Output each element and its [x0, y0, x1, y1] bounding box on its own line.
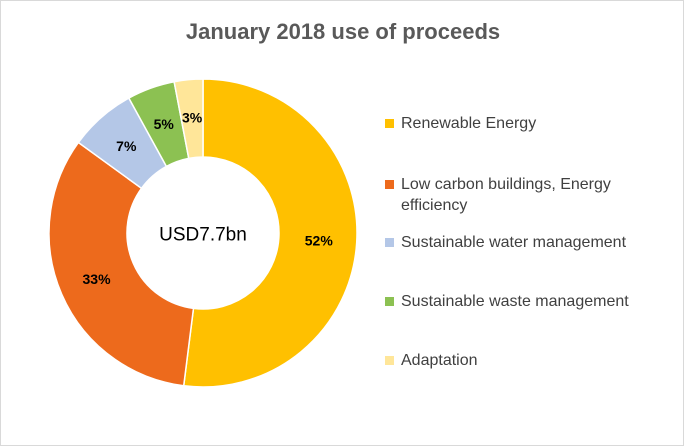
data-label-water-management: 7%: [116, 138, 137, 154]
legend-item-adaptation: Adaptation: [385, 350, 675, 371]
legend-swatch: [385, 180, 394, 189]
data-label-renewable-energy: 52%: [305, 232, 334, 248]
legend-item-waste-management: Sustainable waste management: [385, 291, 675, 312]
chart-title: January 2018 use of proceeds: [185, 19, 501, 44]
data-label-waste-management: 5%: [154, 116, 175, 132]
center-label: USD7.7bn: [159, 225, 247, 246]
legend-label: Sustainable waste management: [401, 293, 629, 310]
legend-label: Low carbon buildings, Energy efficiency: [401, 176, 611, 214]
slice-adaptation: [173, 78, 204, 160]
legend-label: Adaptation: [401, 352, 478, 369]
legend-swatch: [385, 119, 394, 128]
data-label-adaptation: 3%: [182, 110, 203, 126]
legend-swatch: [385, 356, 394, 365]
legend-label: Sustainable water management: [401, 234, 627, 251]
legend-item-water-management: Sustainable water management: [385, 232, 675, 253]
slice-renewable-energy: [182, 78, 358, 388]
data-label-low-carbon-buildings: 33%: [83, 271, 112, 287]
legend-label: Renewable Energy: [401, 115, 537, 132]
slice-low-carbon-buildings: [48, 141, 195, 387]
legend-swatch: [385, 297, 394, 306]
legend-item-low-carbon-buildings: Low carbon buildings, Energy efficiency: [385, 174, 675, 216]
legend-swatch: [385, 238, 394, 247]
legend-item-renewable-energy: Renewable Energy: [385, 113, 675, 134]
